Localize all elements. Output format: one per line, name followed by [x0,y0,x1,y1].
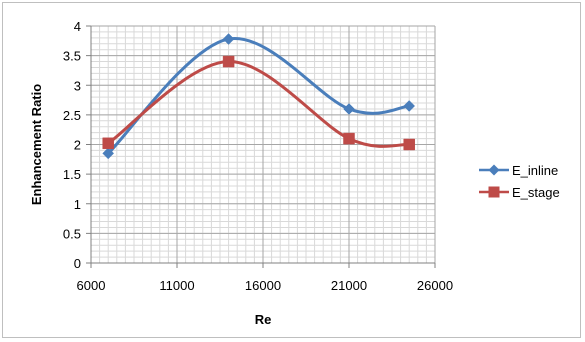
x-tick-label: 16000 [245,278,281,293]
y-tick-label: 2.5 [63,108,81,123]
legend-label-e-stage: E_stage [512,185,560,200]
x-tick-label: 6000 [77,278,106,293]
x-tick-label: 26000 [417,278,453,293]
data-point-e-inline [343,103,355,115]
y-tick-label: 1 [74,197,81,212]
y-tick-label: 2 [74,138,81,153]
legend-item-e-inline: E_inline [479,163,558,178]
legend-label-e-inline: E_inline [512,163,558,178]
legend: E_inline E_stage [479,163,560,200]
x-tick-label: 21000 [331,278,367,293]
series-layer [102,33,416,160]
legend-marker-e-inline [488,164,500,176]
y-tick-label: 0 [74,256,81,271]
y-tick-label: 0.5 [63,226,81,241]
legend-marker-e-stage [488,186,500,198]
y-tick-label: 1.5 [63,167,81,182]
series-e-stage [102,55,415,151]
y-axis-title: Enhancement Ratio [29,84,44,205]
axes [86,25,436,268]
data-point-e-inline [403,100,416,112]
series-line-e-stage [107,60,410,148]
legend-item-e-stage: E_stage [479,185,560,200]
grid-lines [90,25,436,264]
series-e-inline [102,33,416,160]
data-point-e-stage [222,55,235,68]
data-point-e-inline [102,147,115,160]
tick-labels: 6000 11000 16000 21000 26000 0 0.5 1 1.5 2 2.5 3 3.5… [63,19,453,293]
data-point-e-stage [102,137,114,150]
x-tick-label: 11000 [159,278,194,293]
y-tick-label: 3.5 [63,49,81,64]
series-line-e-inline [107,37,410,155]
x-axis-title: Re [255,312,272,327]
data-point-e-stage [343,132,355,145]
y-tick-label: 4 [74,19,81,34]
data-point-e-inline [222,33,235,45]
data-point-e-stage [403,138,415,151]
y-tick-label: 3 [74,78,81,93]
